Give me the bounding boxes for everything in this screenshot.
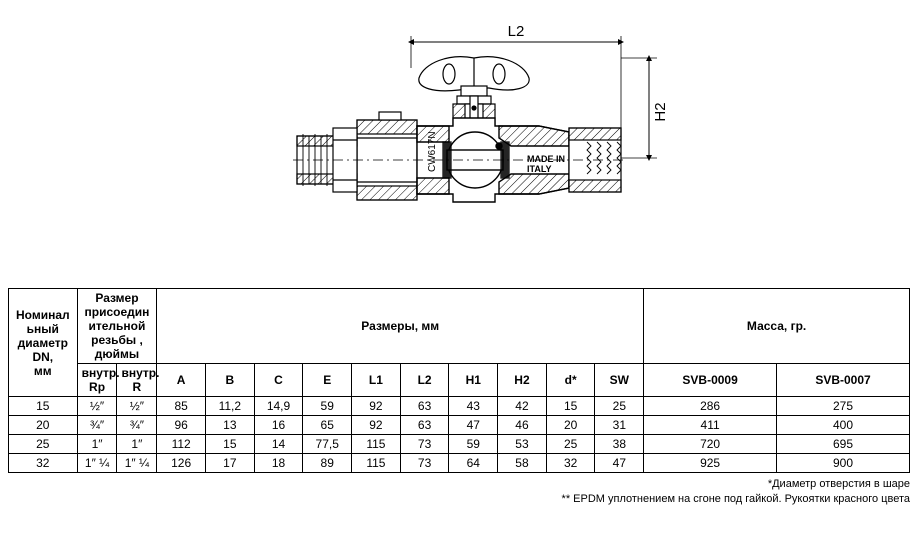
cell-dn: 32 bbox=[9, 454, 78, 473]
th-thread: Размер присоедин ительной резьбы , дюймы bbox=[77, 289, 157, 364]
cell-L1: 92 bbox=[352, 416, 401, 435]
cell-A: 85 bbox=[157, 397, 206, 416]
cell-H2: 46 bbox=[498, 416, 547, 435]
cell-C: 14 bbox=[254, 435, 303, 454]
cell-m1: 286 bbox=[644, 397, 777, 416]
th-L1: L1 bbox=[352, 364, 401, 397]
cell-dn: 15 bbox=[9, 397, 78, 416]
marking-madein: MADE IN bbox=[527, 154, 565, 164]
cell-E: 59 bbox=[303, 397, 352, 416]
cell-A: 112 bbox=[157, 435, 206, 454]
cell-d: 15 bbox=[546, 397, 595, 416]
cell-t1: 1″ ¼ bbox=[77, 454, 117, 473]
th-E: E bbox=[303, 364, 352, 397]
cell-SW: 47 bbox=[595, 454, 644, 473]
cell-H1: 43 bbox=[449, 397, 498, 416]
cell-SW: 31 bbox=[595, 416, 644, 435]
cell-H1: 47 bbox=[449, 416, 498, 435]
th-B: B bbox=[205, 364, 254, 397]
cell-L2: 73 bbox=[400, 435, 449, 454]
cell-C: 14,9 bbox=[254, 397, 303, 416]
th-mass: Масса, гр. bbox=[644, 289, 910, 364]
th-SW: SW bbox=[595, 364, 644, 397]
cell-m1: 411 bbox=[644, 416, 777, 435]
th-dn: Номинал ьный диаметр DN, мм bbox=[9, 289, 78, 397]
footnotes: *Диаметр отверстия в шаре ** EPDM уплотн… bbox=[8, 477, 910, 508]
cell-m1: 720 bbox=[644, 435, 777, 454]
cell-t1: ¾″ bbox=[77, 416, 117, 435]
cell-B: 13 bbox=[205, 416, 254, 435]
cell-E: 65 bbox=[303, 416, 352, 435]
cell-t2: 1″ bbox=[117, 435, 157, 454]
th-mass1: SVB-0009 bbox=[644, 364, 777, 397]
th-mass2: SVB-0007 bbox=[777, 364, 910, 397]
cell-d: 32 bbox=[546, 454, 595, 473]
cell-SW: 25 bbox=[595, 397, 644, 416]
footnote-2: ** EPDM уплотнением на сгоне под гайкой.… bbox=[8, 492, 910, 507]
cell-d: 25 bbox=[546, 435, 595, 454]
th-dims: Размеры, мм bbox=[157, 289, 644, 364]
cell-C: 18 bbox=[254, 454, 303, 473]
cell-m1: 925 bbox=[644, 454, 777, 473]
dimension-H2: H2 bbox=[621, 58, 669, 158]
table-row: 15½″½″8511,214,959926343421525286275 bbox=[9, 397, 910, 416]
footnote-1: *Диаметр отверстия в шаре bbox=[8, 477, 910, 492]
cell-L2: 63 bbox=[400, 416, 449, 435]
cell-dn: 20 bbox=[9, 416, 78, 435]
valve-cross-section-svg: L2 H2 bbox=[239, 8, 679, 278]
cell-m2: 900 bbox=[777, 454, 910, 473]
cell-C: 16 bbox=[254, 416, 303, 435]
cell-A: 96 bbox=[157, 416, 206, 435]
cell-m2: 275 bbox=[777, 397, 910, 416]
cell-B: 15 bbox=[205, 435, 254, 454]
cell-m2: 400 bbox=[777, 416, 910, 435]
cell-t1: 1″ bbox=[77, 435, 117, 454]
table-row: 251″1″112151477,51157359532538720695 bbox=[9, 435, 910, 454]
table-row: 321″ ¼1″ ¼1261718891157364583247925900 bbox=[9, 454, 910, 473]
th-H2: H2 bbox=[498, 364, 547, 397]
cell-B: 11,2 bbox=[205, 397, 254, 416]
cell-H2: 58 bbox=[498, 454, 547, 473]
th-A: A bbox=[157, 364, 206, 397]
th-L2: L2 bbox=[400, 364, 449, 397]
th-H1: H1 bbox=[449, 364, 498, 397]
cell-B: 17 bbox=[205, 454, 254, 473]
th-thread-out: внутр. R bbox=[117, 364, 157, 397]
cell-m2: 695 bbox=[777, 435, 910, 454]
cell-SW: 38 bbox=[595, 435, 644, 454]
cell-A: 126 bbox=[157, 454, 206, 473]
cell-t2: ½″ bbox=[117, 397, 157, 416]
left-union-nut bbox=[357, 112, 417, 200]
cell-L1: 92 bbox=[352, 397, 401, 416]
cell-d: 20 bbox=[546, 416, 595, 435]
cell-t1: ½″ bbox=[77, 397, 117, 416]
table-row: 20¾″¾″96131665926347462031411400 bbox=[9, 416, 910, 435]
cell-E: 89 bbox=[303, 454, 352, 473]
technical-drawing: L2 H2 bbox=[8, 8, 910, 288]
marking-alloy: CW617N bbox=[427, 131, 438, 172]
cell-H1: 59 bbox=[449, 435, 498, 454]
cell-dn: 25 bbox=[9, 435, 78, 454]
th-d: d* bbox=[546, 364, 595, 397]
cell-H1: 64 bbox=[449, 454, 498, 473]
cell-L2: 73 bbox=[400, 454, 449, 473]
label-H2: H2 bbox=[652, 102, 669, 121]
cell-t2: ¾″ bbox=[117, 416, 157, 435]
cell-L2: 63 bbox=[400, 397, 449, 416]
marking-italy: ITALY bbox=[527, 164, 552, 174]
th-thread-in: внутр. Rp bbox=[77, 364, 117, 397]
cell-t2: 1″ ¼ bbox=[117, 454, 157, 473]
label-L2: L2 bbox=[508, 23, 525, 40]
cell-L1: 115 bbox=[352, 435, 401, 454]
cell-H2: 53 bbox=[498, 435, 547, 454]
dimensions-table: Номинал ьный диаметр DN, мм Размер присо… bbox=[8, 288, 910, 473]
th-C: C bbox=[254, 364, 303, 397]
cell-H2: 42 bbox=[498, 397, 547, 416]
cell-L1: 115 bbox=[352, 454, 401, 473]
cell-E: 77,5 bbox=[303, 435, 352, 454]
